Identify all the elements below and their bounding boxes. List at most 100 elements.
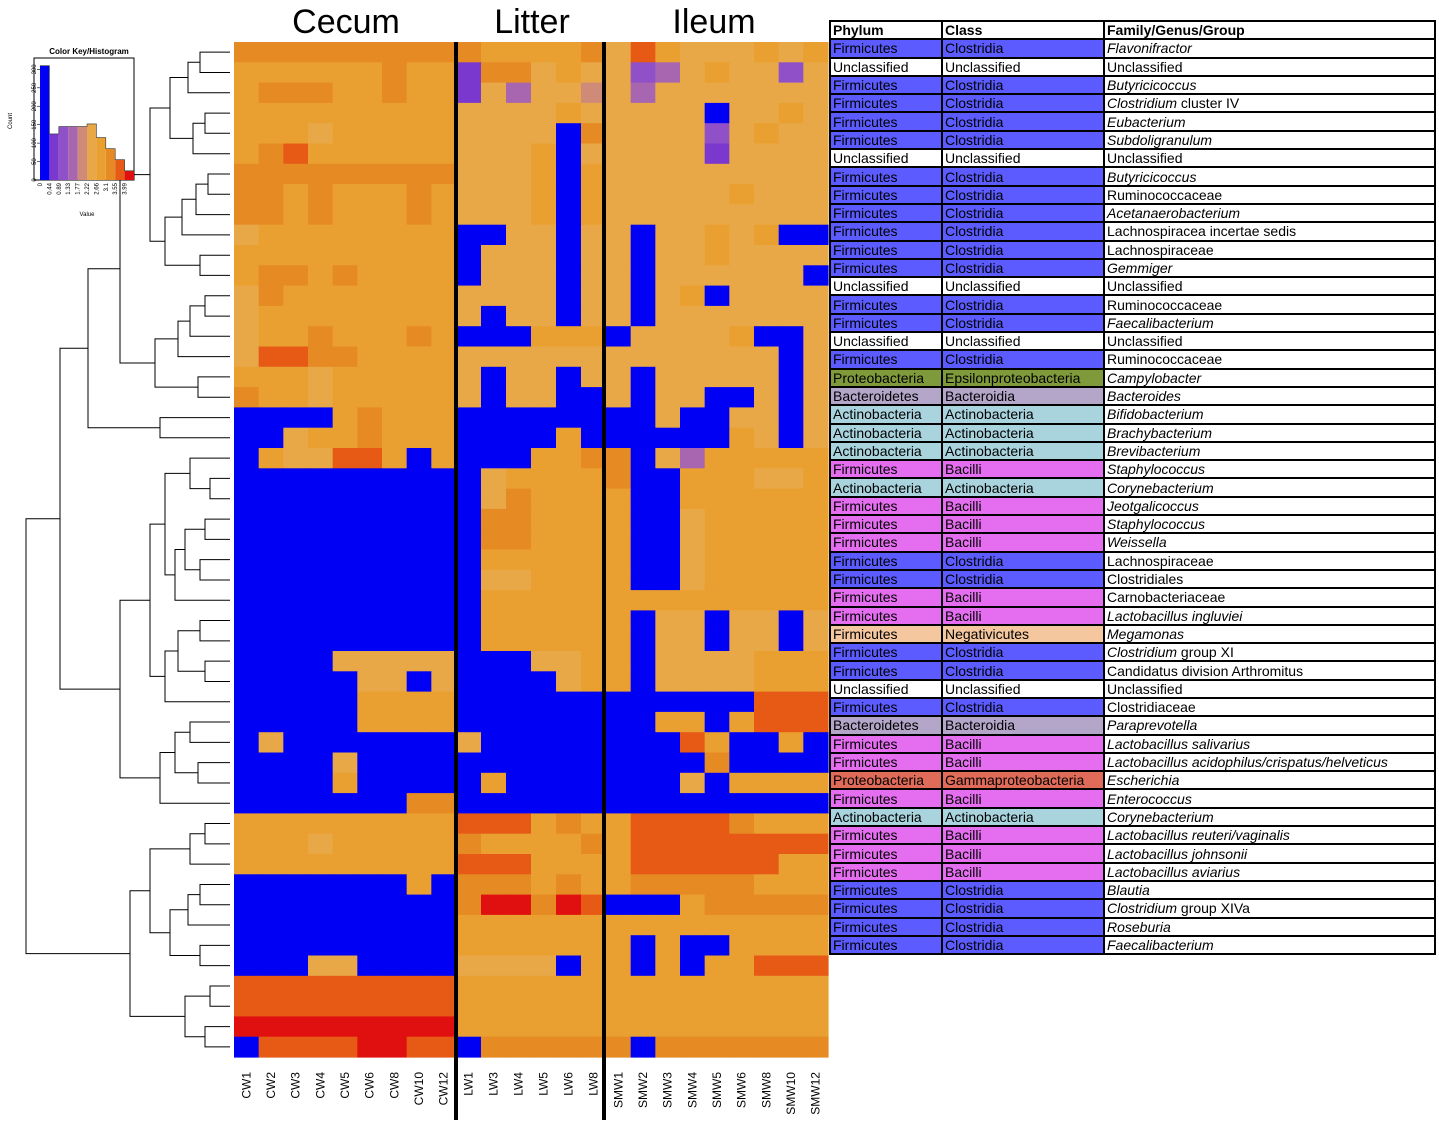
heatmap-cell: [803, 711, 829, 733]
cell-genus: Campylobacter: [1103, 367, 1436, 388]
heatmap-cell: [283, 468, 309, 490]
color-key-histogram: Color Key/Histogram050100150200250300Cou…: [8, 47, 135, 218]
cell-class: Clostridia: [941, 312, 1105, 334]
heatmap-cell: [481, 366, 507, 388]
heatmap-cell: [506, 224, 532, 246]
heatmap-cell: [803, 996, 829, 1017]
heatmap-cell: [506, 651, 532, 672]
heatmap-cell: [506, 42, 532, 63]
heatmap-cell: [531, 62, 557, 84]
heatmap-cell: [729, 955, 755, 977]
column-label: CW12: [437, 1072, 451, 1106]
heatmap-cell: [704, 935, 730, 957]
heatmap-cell: [506, 996, 532, 1017]
heatmap-cell: [357, 935, 383, 957]
heatmap-cell: [778, 549, 804, 571]
heatmap-cell: [308, 427, 334, 449]
heatmap-cell: [556, 711, 582, 733]
heatmap-cell: [704, 874, 730, 896]
heatmap-cell: [556, 62, 582, 84]
heatmap-cell: [357, 813, 383, 835]
heatmap-cell: [308, 569, 334, 591]
heatmap-cell: [556, 935, 582, 957]
heatmap-cell: [431, 102, 457, 124]
heatmap-cell: [680, 854, 706, 875]
heatmap-cell: [382, 82, 408, 104]
heatmap-cell: [332, 1016, 358, 1038]
heatmap-cell: [729, 590, 755, 611]
heatmap-cell: [556, 1016, 582, 1038]
heatmap-cell: [531, 549, 557, 571]
heatmap-cell: [680, 184, 706, 205]
heatmap-cell: [729, 346, 755, 368]
heatmap-cell: [382, 671, 408, 693]
heatmap-cell: [382, 285, 408, 307]
cell-phylum: Firmicutes: [829, 843, 943, 864]
heatmap-cell: [332, 854, 358, 875]
heatmap-cell: [332, 285, 358, 307]
cell-phylum: Firmicutes: [829, 751, 943, 773]
column-label: CW8: [387, 1072, 401, 1099]
heatmap-cell: [606, 265, 632, 287]
table-row: Firmicutes Clostridia Acetanaerobacterium: [829, 202, 1436, 224]
cell-phylum: Firmicutes: [829, 74, 943, 96]
heatmap-cell: [581, 123, 607, 145]
cell-phylum: Firmicutes: [829, 660, 943, 681]
color-key-xtick-label: 1.77: [76, 182, 82, 194]
heatmap-cell: [431, 894, 457, 916]
heatmap-cell: [680, 143, 706, 165]
heatmap-cell: [481, 407, 507, 429]
dendrogram-branch: [177, 320, 230, 358]
cell-phylum: Firmicutes: [829, 513, 943, 535]
heatmap-cell: [481, 427, 507, 449]
heatmap-cell: [406, 935, 432, 957]
heatmap-cell: [704, 955, 730, 977]
color-key-xtick-label: 3.99: [123, 182, 129, 194]
heatmap-cell: [531, 732, 557, 754]
heatmap-cell: [258, 407, 284, 429]
heatmap-cell: [630, 914, 656, 936]
heatmap-cell: [754, 569, 780, 591]
heatmap-cell: [234, 448, 260, 469]
heatmap-cell: [754, 285, 780, 307]
heatmap-cell: [382, 996, 408, 1017]
table-row: Firmicutes Clostridia Lachnospiraceae: [829, 239, 1436, 260]
heatmap-cell: [655, 914, 681, 936]
heatmap-cell: [581, 772, 607, 794]
heatmap-cell: [754, 82, 780, 104]
heatmap-cell: [655, 996, 681, 1017]
heatmap-cell: [406, 1036, 432, 1058]
heatmap-cell: [630, 102, 656, 124]
heatmap-cell: [456, 1036, 482, 1058]
heatmap-cell: [456, 82, 482, 104]
heatmap-cell: [778, 651, 804, 672]
column-label: SMW3: [661, 1072, 675, 1108]
heatmap-cell: [258, 549, 284, 571]
heatmap-cell: [630, 448, 656, 469]
heatmap-cell: [778, 996, 804, 1017]
heatmap-cell: [704, 529, 730, 551]
heatmap-cell: [456, 42, 482, 63]
cell-class: Clostridia: [941, 239, 1105, 260]
heatmap-cell: [332, 326, 358, 348]
heatmap-cell: [258, 793, 284, 814]
heatmap-cell: [655, 102, 681, 124]
header-genus: Family/Genus/Group: [1103, 19, 1436, 41]
heatmap-cell: [258, 671, 284, 693]
cell-phylum: Unclassified: [829, 331, 943, 352]
heatmap-cell: [382, 1016, 408, 1038]
heatmap-cell: [630, 651, 656, 672]
heatmap-cell: [332, 529, 358, 551]
cell-genus: Ruminococcaceae: [1103, 294, 1436, 315]
cell-class: Epsilonproteobacteria: [941, 367, 1105, 388]
heatmap-cell: [803, 671, 829, 693]
heatmap-cell: [258, 123, 284, 145]
genus-italic: Lactobacillus acidophilus/crispatus/helv…: [1107, 754, 1388, 771]
heatmap-cell: [531, 488, 557, 510]
heatmap-cell: [258, 651, 284, 672]
heatmap-cell: [778, 711, 804, 733]
heatmap-cell: [431, 874, 457, 896]
heatmap-cell: [754, 1036, 780, 1058]
heatmap-cell: [803, 590, 829, 611]
heatmap-cell: [234, 610, 260, 632]
